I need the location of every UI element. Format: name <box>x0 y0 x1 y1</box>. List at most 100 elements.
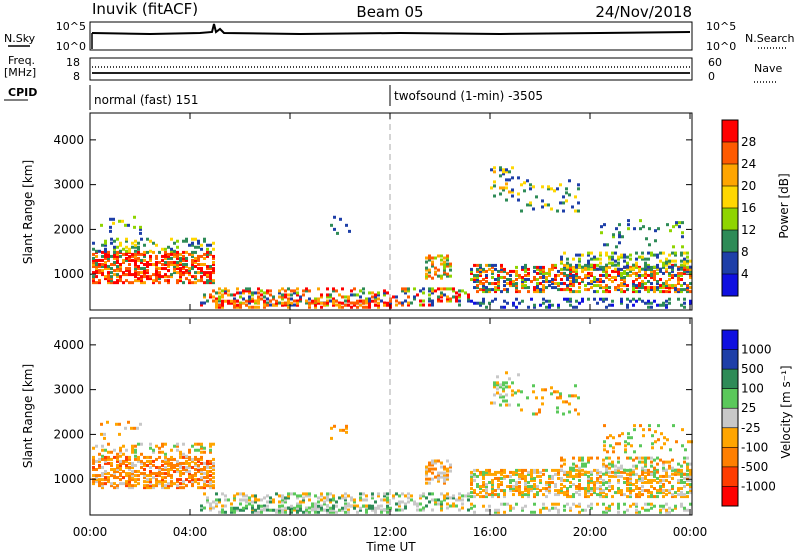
echo-cell <box>164 273 167 277</box>
echo-cell <box>499 385 502 389</box>
echo-cell <box>659 269 662 273</box>
echo-cell <box>245 506 248 510</box>
echo-cell <box>617 491 620 495</box>
echo-cell <box>299 494 302 498</box>
echo-cell <box>134 484 137 488</box>
echo-cell <box>287 492 290 496</box>
echo-cell <box>566 263 569 267</box>
echo-cell <box>473 263 476 267</box>
echo-cell <box>134 265 137 269</box>
echo-cell <box>587 263 590 267</box>
colorbar-swatch <box>722 164 738 187</box>
echo-cell <box>569 495 572 499</box>
echo-cell <box>488 472 491 476</box>
echo-cell <box>512 280 515 284</box>
echo-cell <box>119 243 122 247</box>
echo-cell <box>587 460 590 464</box>
echo-cell <box>602 472 605 476</box>
echo-cell <box>206 265 209 269</box>
echo-cell <box>668 474 671 478</box>
echo-cell <box>587 259 590 263</box>
echo-cell <box>518 290 521 294</box>
echo-cell <box>578 487 581 491</box>
echo-cell <box>164 256 167 260</box>
echo-cell <box>314 305 317 309</box>
echo-cell <box>206 472 209 476</box>
freq-label-2: [MHz] <box>4 66 36 79</box>
echo-cell <box>557 273 560 277</box>
echo-cell <box>515 271 518 275</box>
echo-cell <box>197 457 200 461</box>
echo-cell <box>659 508 662 512</box>
echo-cell <box>173 444 176 448</box>
echo-cell <box>206 252 209 256</box>
echo-cell <box>299 500 302 504</box>
echo-cell <box>104 476 107 480</box>
echo-cell <box>686 495 689 499</box>
echo-cell <box>623 493 626 497</box>
echo-cell <box>116 245 119 249</box>
echo-cell <box>470 271 473 275</box>
echo-cell <box>143 468 146 472</box>
echo-cell <box>434 272 437 276</box>
echo-cell <box>215 303 218 307</box>
echo-cell <box>485 305 488 309</box>
echo-cell <box>662 284 665 288</box>
echo-cell <box>131 461 134 465</box>
echo-cell <box>122 271 125 275</box>
echo-cell <box>272 508 275 512</box>
echo-cell <box>614 267 617 271</box>
echo-cell <box>639 424 642 428</box>
echo-cell <box>626 271 629 275</box>
echo-cell <box>494 476 497 480</box>
y-tick-label: 2000 <box>53 222 84 236</box>
echo-cell <box>635 265 638 269</box>
echo-cell <box>122 252 125 256</box>
echo-cell <box>158 281 161 285</box>
freq-panel: Freq. [MHz] 18 8 60 0 Nave <box>4 54 782 83</box>
echo-cell <box>644 462 647 466</box>
echo-cell <box>689 478 692 482</box>
echo-cell <box>194 237 197 241</box>
echo-cell <box>494 263 497 267</box>
echo-cell <box>527 472 530 476</box>
echo-cell <box>155 260 158 264</box>
echo-cell <box>128 258 131 262</box>
echo-cell <box>398 508 401 512</box>
echo-cell <box>257 504 260 508</box>
echo-cell <box>209 508 212 512</box>
echo-cell <box>605 472 608 476</box>
echo-cell <box>218 305 221 309</box>
echo-cell <box>533 483 536 487</box>
echo-cell <box>509 480 512 484</box>
echo-cell <box>107 279 110 283</box>
echo-cell <box>605 297 608 301</box>
echo-cell <box>648 428 651 432</box>
echo-cell <box>128 472 131 476</box>
echo-cell <box>560 458 563 462</box>
echo-cell <box>128 478 131 482</box>
echo-cell <box>377 303 380 307</box>
echo-cell <box>506 271 509 275</box>
echo-cell <box>377 492 380 496</box>
y-tick-label: 4000 <box>53 133 84 147</box>
echo-cell <box>482 278 485 282</box>
echo-cell <box>644 489 647 493</box>
echo-cell <box>524 263 527 267</box>
echo-cell <box>499 168 502 172</box>
echo-cell <box>107 258 110 262</box>
echo-cell <box>125 267 128 271</box>
echo-cell <box>505 403 508 407</box>
echo-cell <box>136 426 139 430</box>
echo-cell <box>626 267 629 271</box>
echo-cell <box>149 239 152 243</box>
echo-cell <box>344 506 347 510</box>
echo-cell <box>563 478 566 482</box>
echo-cell <box>569 284 572 288</box>
echo-cell <box>515 470 518 474</box>
echo-cell <box>191 476 194 480</box>
echo-cell <box>548 273 551 277</box>
echo-cell <box>100 422 103 426</box>
echo-cell <box>404 506 407 510</box>
echo-cell <box>446 258 449 262</box>
